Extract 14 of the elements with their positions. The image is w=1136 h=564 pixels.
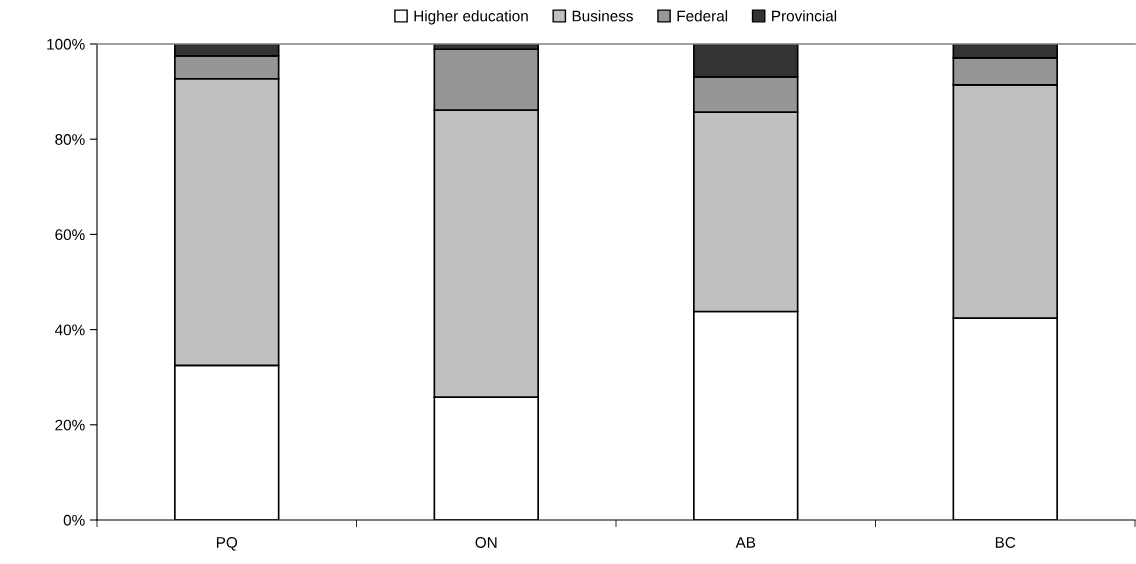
x-tick-label: ON (475, 537, 497, 548)
y-tick-label: 20% (55, 419, 85, 431)
y-tick-label: 0% (63, 514, 85, 526)
y-tick-label: 100% (47, 38, 85, 50)
legend-label: Federal (677, 10, 728, 22)
y-tick-label: 60% (55, 229, 85, 241)
legend-label: Provincial (772, 10, 837, 22)
legend-label: Business (572, 10, 633, 22)
x-tick-label: BC (995, 537, 1016, 548)
y-tick-label: 40% (54, 324, 85, 336)
legend-label: Higher education (414, 10, 528, 25)
x-tick-label: AB (735, 537, 756, 548)
x-tick-label: PQ (216, 537, 238, 551)
y-tick-label: 80% (55, 134, 85, 145)
